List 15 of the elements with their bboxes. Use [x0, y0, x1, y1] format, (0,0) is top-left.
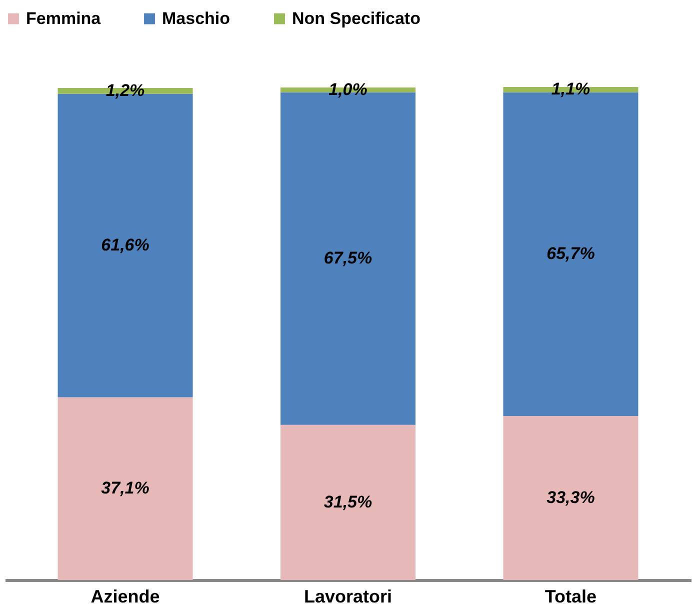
data-label: 61,6%	[101, 236, 150, 255]
bar	[280, 424, 416, 580]
legend-label: Non Specificato	[292, 8, 420, 28]
data-label: 65,7%	[546, 244, 595, 264]
data-label: 37,1%	[101, 478, 150, 498]
data-label: 31,5%	[324, 492, 372, 512]
x-tick-label: Totale	[544, 586, 597, 606]
bar	[58, 397, 193, 580]
data-label: 67,5%	[324, 248, 372, 268]
legend-label: Femmina	[26, 8, 102, 28]
bar	[503, 416, 638, 580]
x-tick-label: Lavoratori	[304, 586, 392, 606]
x-tick-label: Aziende	[90, 586, 160, 606]
legend-label: Maschio	[162, 8, 230, 28]
data-label: 33,3%	[546, 488, 595, 507]
